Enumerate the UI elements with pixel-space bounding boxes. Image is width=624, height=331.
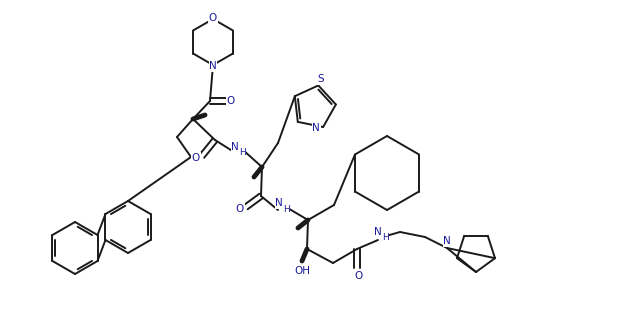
Text: O: O: [192, 153, 200, 163]
Text: O: O: [209, 13, 217, 23]
Text: N: N: [275, 198, 283, 208]
Text: H: H: [283, 205, 290, 213]
Text: O: O: [355, 271, 363, 281]
Text: H: H: [382, 233, 389, 243]
Text: N: N: [443, 236, 451, 246]
Text: N: N: [312, 123, 320, 133]
Text: OH: OH: [294, 266, 310, 276]
Text: N: N: [374, 227, 382, 237]
Text: O: O: [236, 204, 244, 214]
Text: N: N: [231, 142, 239, 152]
Text: O: O: [227, 96, 235, 106]
Text: H: H: [239, 148, 246, 157]
Text: S: S: [317, 74, 324, 84]
Text: N: N: [209, 61, 217, 71]
